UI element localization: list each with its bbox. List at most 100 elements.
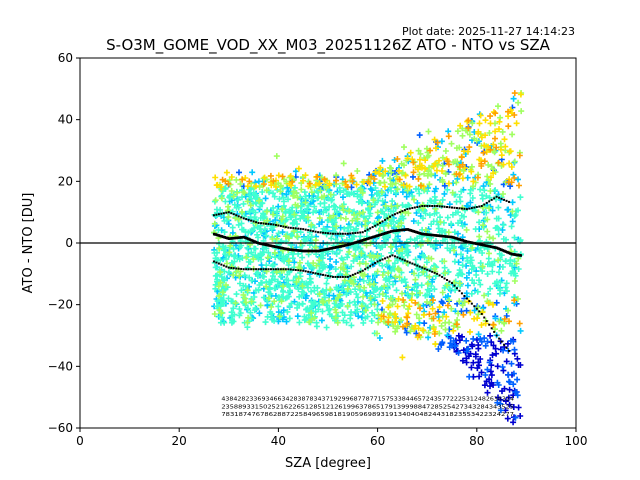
series-point — [398, 228, 402, 232]
series-point — [453, 284, 456, 287]
count-row-1: 2358893315025216226512851212619963786517… — [221, 404, 514, 410]
series-point — [497, 247, 500, 250]
series-point — [425, 233, 429, 236]
series-point — [349, 232, 352, 235]
series-point — [257, 242, 261, 245]
series-point — [222, 212, 225, 215]
series-point — [237, 267, 240, 270]
series-point — [495, 334, 498, 337]
series-point — [433, 271, 436, 274]
series-point — [488, 245, 491, 248]
series-point — [299, 269, 302, 272]
series-point — [223, 235, 226, 239]
series-point — [278, 246, 281, 249]
series-point — [329, 275, 332, 278]
series-point — [359, 231, 362, 234]
series-point — [416, 264, 419, 267]
series-point — [475, 307, 478, 310]
series-point — [276, 246, 280, 249]
series-point — [288, 248, 292, 251]
series-point — [349, 242, 353, 246]
series-point — [339, 275, 342, 278]
series-point — [250, 238, 253, 242]
series-point — [500, 248, 503, 252]
series-point — [505, 346, 508, 349]
series-point — [282, 225, 285, 228]
series-point — [312, 249, 316, 253]
series-point — [411, 207, 414, 210]
series-point — [413, 206, 416, 209]
x-tick-label: 80 — [469, 434, 484, 448]
series-point — [212, 260, 215, 263]
series-point — [404, 228, 408, 231]
series-point — [262, 222, 265, 225]
series-point — [363, 238, 366, 242]
series-point — [361, 269, 364, 272]
series-point — [407, 228, 411, 232]
series-point — [337, 245, 341, 248]
series-point — [396, 256, 399, 259]
series-point — [241, 235, 244, 239]
y-tick-label: −20 — [48, 298, 73, 312]
series-point — [366, 228, 369, 231]
series-point — [293, 248, 296, 252]
series-point — [468, 241, 472, 244]
series-point — [437, 234, 441, 238]
series-point — [483, 203, 486, 206]
series-point — [387, 231, 390, 234]
series-point — [220, 263, 223, 266]
series-point — [498, 337, 501, 340]
series-point — [304, 228, 307, 231]
series-point — [315, 249, 319, 253]
series-point — [485, 244, 488, 248]
series-point — [413, 263, 416, 266]
series-point — [340, 244, 344, 248]
x-tick-label: 60 — [370, 434, 385, 448]
series-point — [255, 221, 258, 224]
series-point — [465, 208, 468, 211]
series-point — [475, 206, 478, 209]
series-point — [260, 242, 264, 246]
series-point — [260, 268, 263, 271]
series-point — [424, 233, 427, 236]
series-point — [440, 234, 444, 238]
series-point — [439, 234, 442, 238]
series-point — [242, 235, 246, 239]
series-point — [221, 235, 225, 239]
x-axis: 0 20 40 60 80 100 — [76, 428, 587, 448]
series-point — [245, 218, 248, 221]
series-point — [226, 236, 229, 240]
series-point — [319, 273, 322, 276]
series-point — [279, 225, 282, 228]
series-point — [451, 282, 453, 285]
series-point — [408, 207, 411, 210]
series-point — [282, 268, 285, 271]
series-point — [485, 201, 488, 204]
series-point — [492, 246, 496, 249]
series-point — [449, 235, 453, 239]
series-point — [305, 249, 308, 253]
series-point — [230, 212, 233, 215]
series-point — [379, 259, 382, 262]
series-point — [322, 273, 325, 276]
series-point — [416, 206, 419, 209]
series-point — [398, 257, 401, 260]
series-point — [480, 243, 484, 247]
series-point — [224, 236, 228, 240]
series-point — [215, 233, 219, 237]
series-point — [411, 262, 414, 265]
series-point — [225, 265, 228, 268]
series-point — [230, 237, 234, 240]
series-point — [519, 254, 523, 257]
series-point — [359, 270, 362, 273]
series-point — [508, 200, 511, 203]
series-point — [237, 215, 240, 218]
series-point — [357, 240, 360, 243]
series-1 — [212, 228, 523, 257]
series-point — [462, 239, 466, 243]
series-point — [491, 245, 494, 249]
x-axis-label: SZA [degree] — [285, 456, 371, 471]
series-point — [508, 349, 511, 352]
series-point — [235, 236, 238, 240]
